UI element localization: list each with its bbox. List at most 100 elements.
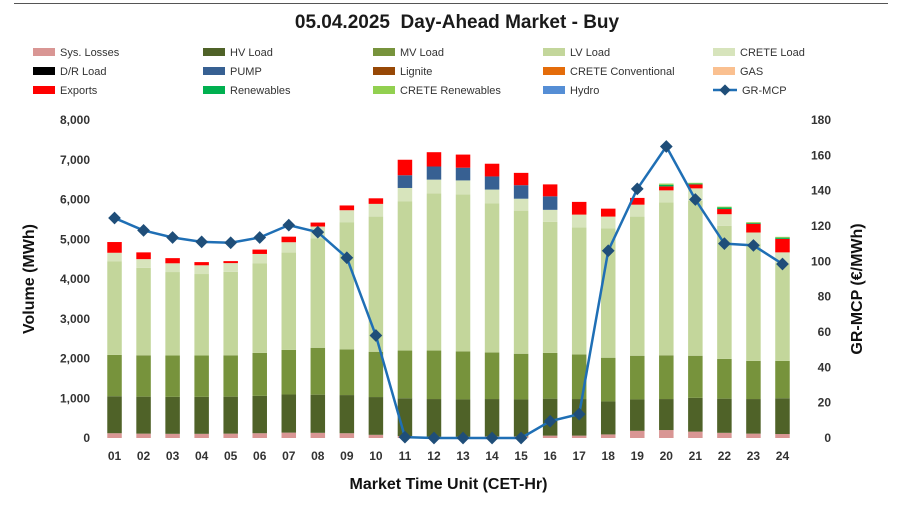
line-layer — [108, 140, 789, 445]
gr-mcp-point — [108, 211, 121, 225]
bar-sys-losses — [717, 432, 732, 438]
legend-label: PUMP — [230, 66, 262, 78]
legend-marker — [719, 84, 731, 96]
x-tick-label: 22 — [718, 449, 732, 463]
bar-sys-losses — [659, 430, 674, 438]
legend-item-sys-losses: Sys. Losses — [33, 47, 120, 59]
legend-item-gr-mcp: GR-MCP — [713, 84, 787, 97]
bar-sys-losses — [600, 434, 616, 438]
bar-crete-load — [513, 198, 529, 211]
x-tick-label: 16 — [543, 449, 557, 463]
bar-exports — [368, 198, 384, 204]
bar-pump — [455, 167, 471, 181]
bar-exports — [484, 163, 500, 177]
legend-label: Hydro — [570, 85, 599, 97]
bar-stack-05 — [223, 261, 238, 438]
bar-crete-load — [746, 232, 761, 244]
y2-axis-title: GR-MCP (€/MWh) — [849, 223, 866, 354]
bar-crete-renewables — [659, 183, 674, 185]
bar-pump — [542, 196, 558, 210]
bar-renewables — [659, 184, 674, 187]
bar-sys-losses — [281, 432, 297, 438]
legend-swatch — [543, 48, 565, 56]
bar-hv-load — [717, 398, 732, 433]
bar-exports — [310, 222, 326, 227]
bar-crete-renewables — [688, 182, 703, 184]
bar-pump — [513, 185, 529, 199]
bar-crete-load — [571, 214, 587, 228]
bar-lv-load — [281, 252, 297, 350]
bar-stack-23 — [746, 222, 761, 438]
x-tick-label: 23 — [747, 449, 761, 463]
bar-crete-load — [542, 209, 558, 222]
bar-stack-24 — [775, 236, 790, 438]
bar-lv-load — [165, 272, 180, 356]
legend-item-lv-load: LV Load — [543, 47, 610, 59]
chart-title: 05.04.2025 Day-Ahead Market - Buy — [294, 12, 620, 33]
bar-crete-renewables — [775, 236, 790, 238]
y2-tick-label: 20 — [818, 396, 832, 410]
bar-crete-load — [223, 263, 238, 272]
legend-item-hv-load: HV Load — [203, 47, 273, 59]
bar-crete-load — [194, 265, 209, 275]
legend-label: GR-MCP — [742, 85, 787, 97]
bar-hv-load — [339, 395, 355, 434]
bar-crete-load — [659, 190, 674, 203]
bar-renewables — [717, 207, 732, 210]
legend-swatch — [543, 86, 565, 94]
legend-swatch — [33, 67, 55, 75]
bar-exports — [542, 184, 558, 197]
bar-hv-load — [107, 396, 122, 434]
bar-lv-load — [368, 216, 384, 352]
bar-stack-22 — [717, 206, 732, 438]
legend-swatch — [373, 48, 395, 56]
x-tick-label: 11 — [399, 449, 412, 463]
x-tick-label: 17 — [573, 449, 587, 463]
legend-swatch — [543, 67, 565, 75]
gr-mcp-point — [427, 431, 441, 445]
legend-item-exports: Exports — [33, 85, 98, 97]
bar-mv-load — [775, 360, 790, 399]
bar-mv-load — [630, 355, 645, 400]
bar-sys-losses — [542, 435, 558, 438]
bar-lv-load — [310, 238, 326, 348]
bar-lv-load — [630, 216, 645, 356]
legend-item-pump: PUMP — [203, 66, 262, 78]
bar-sys-losses — [368, 434, 384, 438]
legend-label: GAS — [740, 66, 763, 78]
bar-mv-load — [426, 350, 442, 400]
bar-stack-12 — [426, 152, 442, 438]
legend-item-crete-renewables: CRETE Renewables — [373, 85, 501, 97]
bar-hv-load — [368, 397, 384, 435]
x-tick-label: 02 — [137, 449, 151, 463]
legend-swatch — [373, 86, 395, 94]
bar-hv-load — [688, 397, 703, 432]
legend-label: CRETE Conventional — [570, 66, 675, 78]
bar-crete-load — [630, 204, 645, 217]
bar-exports — [397, 159, 413, 176]
gr-mcp-point — [195, 235, 209, 249]
bar-stack-16 — [542, 184, 558, 438]
bar-exports — [659, 186, 674, 191]
legend-swatch — [33, 86, 55, 94]
legend-item-renewables: Renewables — [203, 85, 291, 97]
bar-sys-losses — [107, 433, 122, 438]
legend-label: CRETE Load — [740, 47, 805, 59]
axes: 0 1,000 2,000 3,000 4,000 5,000 6,000 7,000 8,00… — [21, 113, 866, 493]
gr-mcp-point — [137, 224, 150, 237]
y-tick-label: 2,000 — [60, 352, 90, 366]
bar-stack-07 — [281, 236, 297, 438]
bar-mv-load — [136, 355, 151, 397]
bar-mv-load — [484, 352, 500, 400]
y-axis-title: Volume (MWh) — [21, 224, 38, 334]
x-tick-label: 15 — [514, 449, 528, 463]
bar-mv-load — [688, 355, 703, 398]
bar-renewables — [746, 222, 761, 224]
legend-item-mv-load: MV Load — [373, 47, 444, 59]
bar-mv-load — [252, 352, 267, 396]
bar-hv-load — [136, 396, 151, 434]
bar-hv-load — [426, 399, 442, 437]
bar-hv-load — [659, 399, 674, 431]
legend-item-lignite: Lignite — [373, 66, 432, 78]
y2-tick-label: 100 — [811, 254, 831, 268]
